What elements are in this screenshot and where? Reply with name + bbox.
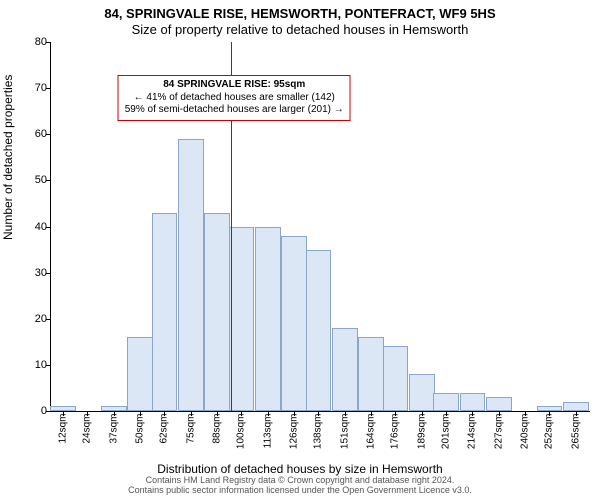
plot-area: 0102030405060708012sqm24sqm37sqm50sqm62s… (50, 42, 590, 412)
x-tick-label: 88sqm (212, 414, 223, 444)
y-tick-label: 80 (19, 36, 47, 48)
x-tick-label: 227sqm (493, 414, 504, 450)
histogram-bar (306, 250, 332, 411)
x-tick-label: 265sqm (570, 414, 581, 450)
x-tick-label: 164sqm (366, 414, 377, 450)
histogram-bar (229, 227, 255, 412)
histogram-bar (101, 406, 127, 411)
histogram-bar (255, 227, 281, 412)
y-axis-label: Number of detached properties (1, 75, 15, 240)
y-tick-label: 50 (19, 174, 47, 186)
histogram-bar (178, 139, 204, 411)
x-tick-label: 214sqm (467, 414, 478, 450)
y-tick-label: 10 (19, 359, 47, 371)
x-tick-label: 75sqm (185, 414, 196, 444)
x-axis-label: Distribution of detached houses by size … (0, 462, 600, 476)
x-tick-label: 189sqm (416, 414, 427, 450)
x-tick-label: 12sqm (58, 414, 69, 444)
y-tick-label: 20 (19, 313, 47, 325)
histogram-bar (460, 393, 486, 411)
annotation-box: 84 SPRINGVALE RISE: 95sqm← 41% of detach… (118, 75, 351, 121)
x-tick-label: 240sqm (520, 414, 531, 450)
x-tick-label: 50sqm (135, 414, 146, 444)
x-tick-label: 176sqm (390, 414, 401, 450)
x-tick-label: 100sqm (236, 414, 247, 450)
credit-text: Contains HM Land Registry data © Crown c… (0, 476, 600, 496)
histogram-bar (127, 337, 153, 411)
y-tick-label: 60 (19, 128, 47, 140)
y-tick-label: 40 (19, 221, 47, 233)
histogram-bar (204, 213, 230, 411)
histogram-bar (332, 328, 358, 411)
chart-title-main: 84, SPRINGVALE RISE, HEMSWORTH, PONTEFRA… (0, 6, 600, 21)
x-tick-label: 113sqm (262, 414, 273, 449)
chart-title-sub: Size of property relative to detached ho… (0, 22, 600, 37)
histogram-bar (383, 346, 409, 411)
y-tick-label: 0 (19, 405, 47, 417)
x-tick-label: 126sqm (289, 414, 300, 450)
histogram-bar (433, 393, 459, 411)
x-tick-label: 151sqm (339, 414, 350, 450)
histogram-bar (358, 337, 384, 411)
histogram-bar (537, 406, 563, 411)
histogram-bar (486, 397, 512, 411)
x-tick-label: 252sqm (544, 414, 555, 450)
y-tick-label: 70 (19, 82, 47, 94)
histogram-bar (563, 402, 589, 411)
histogram-bar (409, 374, 435, 411)
x-tick-label: 37sqm (108, 414, 119, 444)
y-tick-label: 30 (19, 267, 47, 279)
histogram-bar (152, 213, 178, 411)
x-tick-label: 138sqm (313, 414, 324, 450)
x-tick-label: 201sqm (441, 414, 452, 450)
histogram-bar (281, 236, 307, 411)
histogram-bar (50, 406, 76, 411)
x-tick-label: 62sqm (159, 414, 170, 444)
x-tick-label: 24sqm (82, 414, 93, 444)
